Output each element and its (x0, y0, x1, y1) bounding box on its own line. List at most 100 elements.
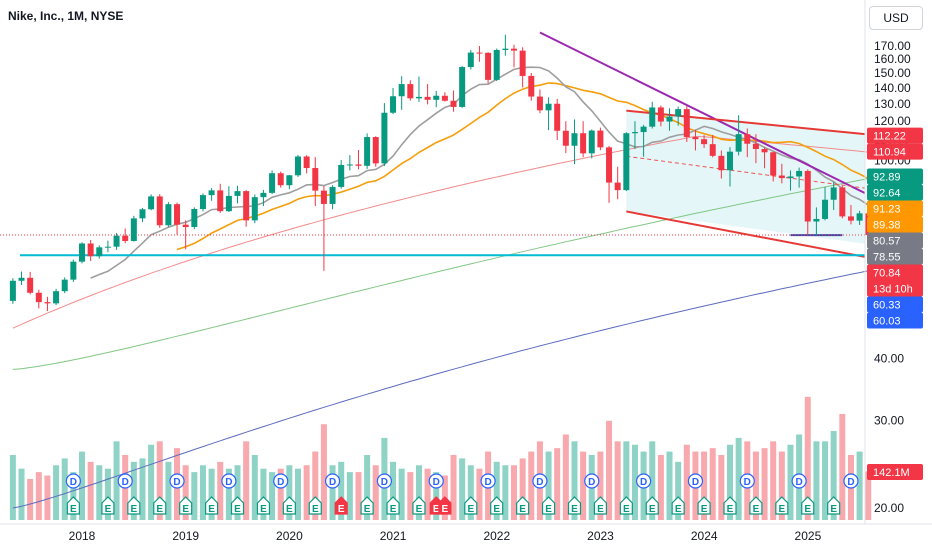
volume-bar (251, 455, 258, 520)
earnings-marker[interactable] (282, 496, 296, 515)
candle-body (554, 103, 561, 131)
earnings-marker[interactable] (230, 496, 245, 515)
dividend-marker[interactable] (376, 473, 392, 489)
dividend-marker[interactable] (739, 473, 755, 489)
candle-body (415, 96, 422, 99)
dividend-marker[interactable] (635, 473, 652, 489)
earnings-marker[interactable] (567, 496, 582, 515)
dividend-marker[interactable] (532, 473, 548, 489)
volume-bar (182, 465, 189, 520)
event-markers[interactable]: D D D D D D D D D D D D D D D DE E E E E E E E E E E E E E E E E E E E E E E E… (65, 473, 859, 515)
earnings-marker[interactable] (619, 496, 633, 515)
candle-body (398, 84, 405, 97)
volume-bar (519, 458, 526, 520)
candle-body (727, 151, 733, 171)
candle-body (709, 144, 716, 156)
earnings-marker-label: E (390, 504, 397, 515)
dividend-marker[interactable] (584, 473, 600, 489)
earnings-marker[interactable] (827, 496, 841, 515)
earnings-marker-label: E (156, 504, 163, 515)
volume-bar (27, 478, 34, 520)
candle-body (433, 95, 440, 100)
candle-body (856, 213, 863, 221)
earnings-marker[interactable] (386, 496, 400, 515)
earnings-marker[interactable] (360, 496, 374, 515)
volume-bar (761, 448, 768, 520)
candle-body (666, 116, 673, 122)
candle-body (113, 235, 120, 247)
earnings-marker[interactable] (127, 496, 141, 515)
candle-body (286, 175, 293, 186)
dividend-marker[interactable] (117, 473, 133, 489)
channel-lower-line[interactable] (626, 210, 866, 258)
candle-body (424, 96, 431, 100)
earnings-marker[interactable] (256, 496, 271, 515)
earnings-marker[interactable] (438, 496, 452, 515)
volume-bar (606, 420, 613, 520)
year-tick-label: 2021 (380, 529, 407, 543)
dividend-marker-label: D (588, 477, 595, 488)
earnings-marker[interactable] (697, 496, 711, 515)
earnings-marker[interactable] (671, 496, 685, 515)
earnings-marker[interactable] (205, 496, 219, 515)
descending-trendline[interactable] (539, 31, 866, 195)
candle-body (18, 277, 25, 281)
earnings-marker[interactable] (541, 496, 556, 515)
volume-bar (9, 455, 16, 520)
candle-body (847, 216, 854, 221)
earnings-marker[interactable] (464, 496, 478, 515)
volume-bar (199, 465, 206, 520)
dividend-marker[interactable] (428, 473, 444, 489)
earnings-marker[interactable] (101, 496, 115, 515)
dividend-marker[interactable] (687, 473, 704, 489)
time-axis[interactable]: 2018 2019 2020 2021 2022 2023 2024 2025 (0, 523, 932, 543)
price-tick-label: 20.00 (874, 501, 904, 515)
volume-bar (148, 444, 155, 520)
dividend-marker-label: D (847, 477, 854, 488)
volume-bar (320, 424, 327, 520)
earnings-marker[interactable] (490, 496, 504, 515)
earnings-marker[interactable] (66, 496, 80, 515)
earnings-marker[interactable] (723, 496, 737, 515)
dividend-marker[interactable] (169, 473, 185, 489)
dividend-marker[interactable] (843, 473, 859, 489)
earnings-marker[interactable] (308, 496, 322, 515)
earnings-marker[interactable] (153, 496, 167, 515)
candle-body (476, 52, 483, 54)
candle-body (27, 277, 34, 293)
ma-blue-line (12, 270, 869, 509)
dividend-marker-label: D (381, 477, 388, 488)
trend-lines[interactable] (0, 31, 866, 258)
earnings-marker[interactable] (645, 496, 659, 515)
dividend-marker[interactable] (791, 473, 807, 489)
dividend-marker-label: D (484, 477, 491, 488)
earnings-marker-label: E (779, 504, 786, 515)
price-badge-label: 70.84 (873, 267, 901, 279)
dividend-marker[interactable] (480, 473, 496, 489)
candle-body (735, 134, 742, 152)
dividend-marker[interactable] (65, 473, 81, 489)
dividend-marker[interactable] (273, 473, 289, 489)
volume-bar (787, 444, 794, 520)
dividend-marker[interactable] (324, 473, 341, 489)
earnings-marker[interactable] (179, 496, 193, 515)
candle-body (364, 137, 371, 166)
dividend-marker[interactable] (221, 473, 237, 489)
channel-upper-line[interactable] (626, 109, 866, 136)
channel-mid-line[interactable] (626, 155, 866, 189)
candle-body (597, 130, 604, 148)
earnings-marker[interactable] (412, 496, 426, 515)
earnings-marker[interactable] (749, 496, 763, 515)
earnings-marker[interactable] (593, 496, 607, 515)
earnings-marker[interactable] (801, 496, 815, 515)
volume-bar (649, 441, 656, 520)
earnings-marker[interactable] (775, 496, 789, 515)
volume-bar (528, 451, 535, 520)
candle-body (761, 148, 768, 153)
earnings-marker[interactable] (516, 496, 530, 515)
candle-body (9, 280, 16, 301)
earnings-marker[interactable] (334, 496, 348, 515)
currency-selector[interactable]: USD (869, 6, 923, 30)
candle-body (208, 190, 215, 196)
